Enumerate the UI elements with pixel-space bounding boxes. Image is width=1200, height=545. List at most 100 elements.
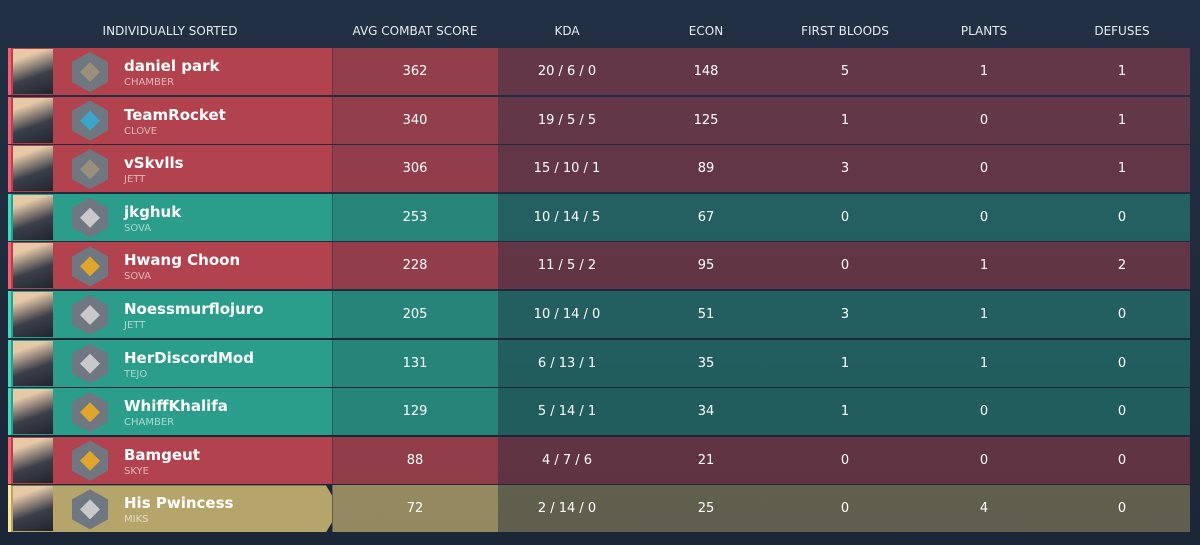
econ: 21 (697, 452, 715, 468)
rank-gem (80, 499, 100, 520)
first-bloods: 0 (840, 501, 850, 517)
player-cell (8, 193, 332, 241)
column-header: INDIVIDUALLY SORTED (102, 24, 238, 38)
econ: 35 (697, 355, 715, 371)
rank-icon (72, 197, 108, 238)
acs-highlight (333, 193, 498, 241)
player-cell (8, 242, 332, 290)
defuses: 1 (1117, 64, 1127, 79)
player-name: TeamRocket (124, 105, 226, 124)
plants: 1 (979, 307, 989, 322)
row-accent (8, 436, 11, 484)
row-accent (8, 485, 11, 533)
agent-portrait (13, 243, 53, 289)
rank-icon (72, 149, 108, 190)
acs: 88 (406, 452, 424, 468)
agent-portrait (13, 437, 53, 483)
player-name: Hwang Choon (124, 251, 241, 270)
acs-highlight (333, 145, 498, 193)
acs-highlight (333, 436, 498, 484)
defuses: 0 (1117, 307, 1127, 322)
player-row: Bamgeut SKYE 88 4 / 7 / 6 21 0 0 0 (8, 436, 1190, 484)
first-bloods: 0 (840, 452, 850, 468)
column-header: AVG COMBAT SCORE (352, 24, 478, 38)
rank-gem (80, 62, 100, 82)
plants: 1 (979, 258, 989, 274)
agent-name: CHAMBER (124, 77, 175, 88)
first-bloods: 1 (840, 355, 850, 371)
econ: 25 (697, 501, 715, 517)
acs: 306 (402, 161, 428, 177)
econ: 51 (697, 307, 715, 322)
defuses: 0 (1117, 355, 1127, 371)
acs-highlight (333, 48, 498, 95)
acs: 228 (402, 258, 428, 274)
agent-name: SOVA (124, 271, 152, 283)
rank-gem (80, 353, 100, 374)
agent-name: JETT (124, 320, 146, 331)
agent-name: JETT (124, 174, 146, 186)
player-cell (8, 145, 332, 193)
plants: 1 (979, 64, 989, 79)
acs: 340 (402, 112, 428, 128)
plants: 0 (979, 209, 989, 225)
first-bloods: 3 (840, 307, 850, 322)
column-header: FIRST BLOODS (801, 24, 889, 38)
econ: 95 (697, 258, 715, 274)
agent-portrait (13, 49, 53, 94)
rank-gem (80, 450, 100, 471)
first-bloods: 3 (840, 161, 850, 177)
player-name: HerDiscordMod (124, 348, 254, 367)
acs-highlight (333, 96, 498, 144)
kda: 11 / 5 / 2 (537, 258, 597, 274)
agent-name: CLOVE (124, 125, 158, 137)
econ: 89 (697, 161, 715, 177)
player-row: Noessmurflojuro JETT 205 10 / 14 / 0 51 3 1 0 (8, 291, 1190, 338)
defuses: 0 (1117, 404, 1127, 420)
kda: 6 / 13 / 1 (537, 355, 597, 371)
acs-highlight (333, 242, 498, 290)
agent-portrait (13, 194, 53, 240)
agent-name: SKYE (124, 465, 149, 477)
player-row: Hwang Choon SOVA 228 11 / 5 / 2 95 0 1 2 (8, 242, 1190, 290)
player-cell (8, 339, 332, 387)
plants: 4 (979, 501, 989, 517)
agent-portrait (13, 486, 53, 532)
player-cell (8, 388, 332, 436)
agent-name: TEJO (124, 368, 148, 380)
agent-portrait (13, 146, 53, 192)
plants: 0 (979, 161, 989, 177)
column-header: ECON (688, 24, 724, 38)
player-name: WhiffKhalifa (124, 397, 228, 416)
agent-name: CHAMBER (124, 417, 175, 429)
kda: 15 / 10 / 1 (533, 161, 601, 177)
column-header: DEFUSES (1094, 24, 1150, 38)
kda: 20 / 6 / 0 (537, 64, 597, 79)
player-name: jkghuk (124, 202, 182, 221)
plants: 0 (979, 452, 989, 468)
agent-portrait (13, 292, 53, 337)
player-name: daniel park (124, 57, 220, 75)
row-accent (8, 96, 11, 144)
acs-highlight (333, 291, 498, 338)
player-row: TeamRocket CLOVE 340 19 / 5 / 5 125 1 0 1 (8, 96, 1190, 144)
first-bloods: 0 (840, 258, 850, 274)
player-name: His Pwincess (124, 494, 234, 513)
rank-gem (80, 256, 100, 277)
first-bloods: 1 (840, 112, 850, 128)
player-cell (8, 291, 332, 338)
column-header: PLANTS (960, 24, 1008, 38)
row-accent (8, 193, 11, 241)
player-row: HerDiscordMod TEJO 131 6 / 13 / 1 35 1 1 0 (8, 339, 1190, 387)
rank-gem (80, 305, 100, 325)
first-bloods: 5 (840, 64, 850, 79)
kda: 2 / 14 / 0 (537, 501, 597, 517)
player-row: daniel park CHAMBER 362 20 / 6 / 0 148 5 1 1 (8, 48, 1190, 95)
player-cell (8, 96, 332, 144)
acs: 205 (402, 307, 428, 322)
rank-gem (80, 110, 100, 131)
econ: 34 (697, 404, 715, 420)
player-row: jkghuk SOVA 253 10 / 14 / 5 67 0 0 0 (8, 193, 1190, 241)
acs: 72 (406, 501, 424, 517)
rank-gem (80, 159, 100, 180)
